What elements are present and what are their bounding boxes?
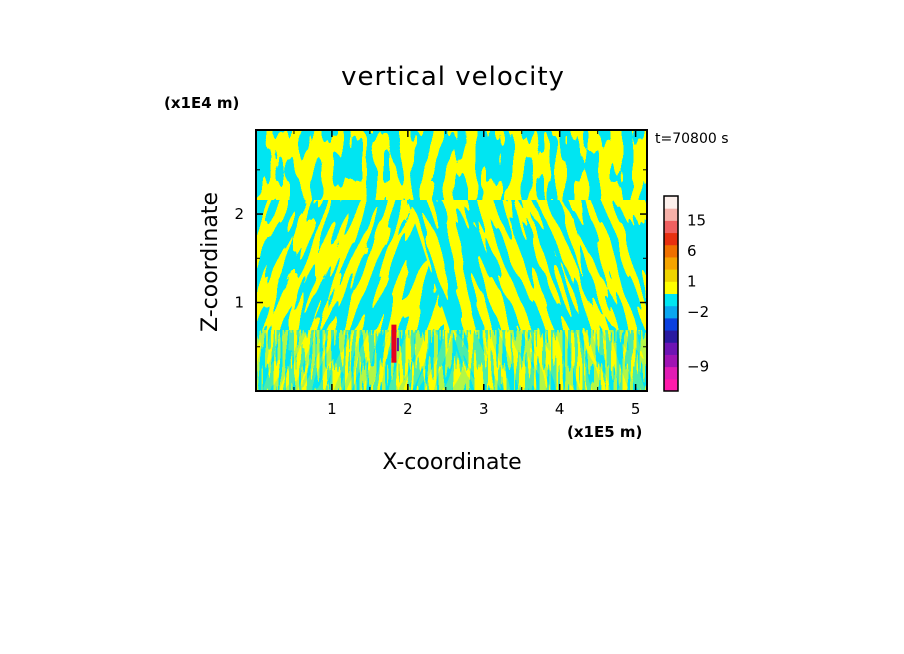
- colorbar-swatch: [664, 366, 678, 380]
- x-tick-label: 5: [631, 400, 641, 418]
- colorbar-swatch: [664, 330, 678, 343]
- colorbar-swatch: [664, 293, 678, 307]
- colorbar-label: −2: [687, 303, 709, 321]
- plot-frame: [255, 129, 648, 392]
- colorbar-label: 1: [687, 272, 697, 290]
- time-label: t=70800 s: [655, 131, 729, 147]
- chart-title: vertical velocity: [341, 62, 565, 92]
- x-tick-label: 3: [479, 400, 489, 418]
- x-axis-title: X-coordinate: [382, 450, 521, 475]
- colorbar-swatch: [664, 317, 678, 331]
- y-axis-title: Z-coordinate: [198, 192, 223, 332]
- colorbar-swatch: [664, 281, 678, 294]
- strong-velocity-cells: [391, 324, 399, 363]
- colorbar-swatch: [664, 196, 678, 209]
- y-unit-label: (x1E4 m): [164, 94, 239, 112]
- colorbar: 15 6 1 −2 −9: [663, 195, 709, 392]
- velocity-field: [256, 130, 647, 391]
- axes: 1 2 3 4 5 1 2: [234, 129, 648, 418]
- colorbar-swatch: [664, 342, 678, 355]
- colorbar-swatch: [664, 305, 678, 319]
- x-tick-label: 2: [403, 400, 413, 418]
- updraft-cell: [391, 324, 397, 363]
- colorbar-label: −9: [687, 358, 709, 376]
- colorbar-swatch: [664, 208, 678, 221]
- x-unit-label: (x1E5 m): [567, 423, 642, 441]
- field-streaks: [256, 330, 647, 391]
- colorbar-frame: [663, 195, 679, 392]
- field-band-top: [256, 130, 647, 200]
- colorbar-swatch: [664, 220, 678, 234]
- colorbar-swatch: [664, 354, 678, 368]
- colorbar-label: 15: [687, 211, 706, 229]
- colorbar-label: 6: [687, 242, 697, 260]
- x-tick-label: 1: [327, 400, 337, 418]
- downdraft-cell: [396, 337, 399, 352]
- y-tick-label: 2: [234, 205, 244, 223]
- colorbar-swatch: [664, 244, 678, 258]
- y-tick-label: 1: [234, 294, 244, 312]
- colorbar-swatch: [664, 256, 678, 270]
- colorbar-swatch: [664, 378, 678, 392]
- x-tick-label: 4: [555, 400, 565, 418]
- colorbar-swatch: [664, 269, 678, 282]
- colorbar-swatch: [664, 232, 678, 246]
